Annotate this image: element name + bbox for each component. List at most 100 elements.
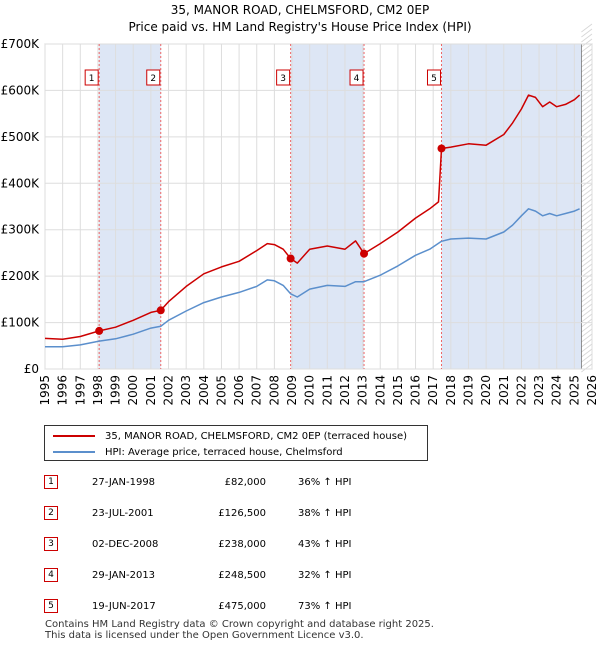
legend-label-hpi: HPI: Average price, terraced house, Chel… bbox=[105, 446, 343, 458]
x-tick-label: 1995 bbox=[38, 375, 52, 406]
forecast-hatch-line bbox=[581, 213, 593, 223]
x-tick-label: 2005 bbox=[214, 375, 228, 406]
x-tick-label: 2002 bbox=[162, 375, 176, 406]
sale-label-box bbox=[146, 69, 161, 86]
forecast-hatch-line bbox=[581, 98, 593, 108]
x-tick-label: 2023 bbox=[532, 375, 546, 406]
forecast-hatch-line bbox=[581, 183, 593, 193]
sale-hpi-change: 38% ↑ HPI bbox=[298, 508, 352, 519]
shaded-periods bbox=[99, 23, 593, 373]
forecast-hatch-line bbox=[581, 363, 593, 373]
x-tick-label: 2020 bbox=[479, 375, 493, 406]
forecast-hatch-line bbox=[581, 278, 593, 288]
x-tick-label: 2015 bbox=[391, 375, 405, 406]
forecast-hatch-line bbox=[581, 223, 593, 233]
x-tick-label: 2010 bbox=[303, 375, 317, 406]
forecast-hatch-line bbox=[581, 218, 593, 228]
y-tick-label: £600K bbox=[1, 83, 41, 97]
forecast-hatch-line bbox=[581, 313, 593, 323]
forecast-hatch-line bbox=[581, 238, 593, 248]
footer-licence: This data is licensed under the Open Gov… bbox=[45, 630, 364, 641]
forecast-hatch-line bbox=[581, 123, 593, 133]
table-row: 3 02-DEC-2008 £238,000 43% ↑ HPI bbox=[44, 534, 444, 554]
sale-number: 5 bbox=[44, 599, 58, 613]
x-tick-label: 2000 bbox=[126, 375, 140, 406]
forecast-hatch-line bbox=[581, 58, 593, 68]
shaded-span bbox=[441, 44, 582, 369]
sale-marker bbox=[95, 326, 104, 335]
y-tick-label: £500K bbox=[1, 130, 41, 144]
y-tick-label: £300K bbox=[1, 223, 41, 237]
forecast-hatch-line bbox=[581, 153, 593, 163]
x-tick-label: 2012 bbox=[338, 375, 352, 406]
sale-label: 1 bbox=[84, 69, 99, 86]
sale-label-text: 5 bbox=[431, 74, 437, 84]
sale-hpi-change: 32% ↑ HPI bbox=[298, 570, 352, 581]
forecast-hatch-line bbox=[581, 323, 593, 333]
y-tick-label: £400K bbox=[1, 176, 41, 190]
legend-swatch-property bbox=[53, 435, 95, 437]
y-axis-ticks: £0 £100K £200K £300K £400K £500K £600K £700K bbox=[1, 37, 41, 376]
y-tick-label: £700K bbox=[1, 37, 41, 51]
x-tick-label: 2017 bbox=[426, 375, 440, 406]
forecast-hatch-line bbox=[581, 193, 593, 203]
x-tick-label: 2007 bbox=[250, 375, 264, 406]
sale-price: £238,000 bbox=[218, 539, 266, 550]
table-row: 1 27-JAN-1998 £82,000 36% ↑ HPI bbox=[44, 472, 444, 492]
x-tick-label: 2016 bbox=[409, 375, 423, 406]
sale-label-box bbox=[84, 69, 99, 86]
forecast-hatch-line bbox=[581, 243, 593, 253]
forecast-hatch-line bbox=[581, 168, 593, 178]
x-tick-label: 2004 bbox=[197, 375, 211, 406]
x-tick-label: 1996 bbox=[56, 375, 70, 406]
sale-label-box bbox=[276, 69, 291, 86]
sale-price: £82,000 bbox=[224, 477, 266, 488]
forecast-hatch-line bbox=[581, 198, 593, 208]
forecast-hatch-line bbox=[581, 333, 593, 343]
forecast-hatch-line bbox=[581, 43, 593, 53]
forecast-hatch-line bbox=[581, 348, 593, 358]
forecast-hatch-line bbox=[581, 283, 593, 293]
table-row: 4 29-JAN-2013 £248,500 32% ↑ HPI bbox=[44, 565, 444, 585]
hpi-line bbox=[45, 208, 580, 348]
y-tick-label: £200K bbox=[1, 269, 41, 283]
shaded-span bbox=[99, 44, 161, 369]
sale-labels: 1 2 3 4 5 bbox=[84, 69, 441, 86]
forecast-region bbox=[581, 23, 593, 373]
sale-label-text: 4 bbox=[354, 74, 360, 84]
sale-markers bbox=[95, 144, 446, 335]
x-axis-ticks: 1995 1996 1997 1998 1999 2000 2001 2002 2003 2004… bbox=[38, 375, 599, 406]
sale-label: 3 bbox=[276, 69, 291, 86]
forecast-hatch-line bbox=[581, 228, 593, 238]
x-tick-label: 2018 bbox=[444, 375, 458, 406]
forecast-hatch-line bbox=[581, 73, 593, 83]
forecast-hatch-line bbox=[581, 293, 593, 303]
forecast-hatch-line bbox=[581, 248, 593, 258]
forecast-hatch-line bbox=[581, 233, 593, 243]
x-tick-label: 2024 bbox=[550, 375, 564, 406]
forecast-hatch-line bbox=[581, 203, 593, 213]
forecast-hatch-line bbox=[581, 273, 593, 283]
forecast-hatch-line bbox=[581, 143, 593, 153]
forecast-hatch-line bbox=[581, 173, 593, 183]
sale-number: 1 bbox=[44, 475, 58, 489]
x-tick-label: 2026 bbox=[585, 375, 599, 406]
sale-label-box bbox=[349, 69, 364, 86]
forecast-hatch-line bbox=[581, 78, 593, 88]
forecast-hatch-line bbox=[581, 343, 593, 353]
x-tick-label: 2013 bbox=[356, 375, 370, 406]
forecast-hatch-line bbox=[581, 188, 593, 198]
sale-date: 29-JAN-2013 bbox=[92, 570, 156, 581]
table-row: 2 23-JUL-2001 £126,500 38% ↑ HPI bbox=[44, 503, 444, 523]
sale-date: 23-JUL-2001 bbox=[92, 508, 154, 519]
forecast-hatch-line bbox=[581, 33, 593, 43]
legend-item-property: 35, MANOR ROAD, CHELMSFORD, CM2 0EP (ter… bbox=[53, 428, 407, 444]
footer-copyright: Contains HM Land Registry data © Crown c… bbox=[45, 619, 434, 630]
forecast-hatch-line bbox=[581, 358, 593, 368]
forecast-hatch-line bbox=[581, 28, 593, 38]
forecast-hatch-line bbox=[581, 23, 593, 33]
forecast-hatch-line bbox=[581, 353, 593, 363]
forecast-hatch-line bbox=[581, 253, 593, 263]
forecast-hatch-line bbox=[581, 48, 593, 58]
forecast-hatch-line bbox=[581, 208, 593, 218]
